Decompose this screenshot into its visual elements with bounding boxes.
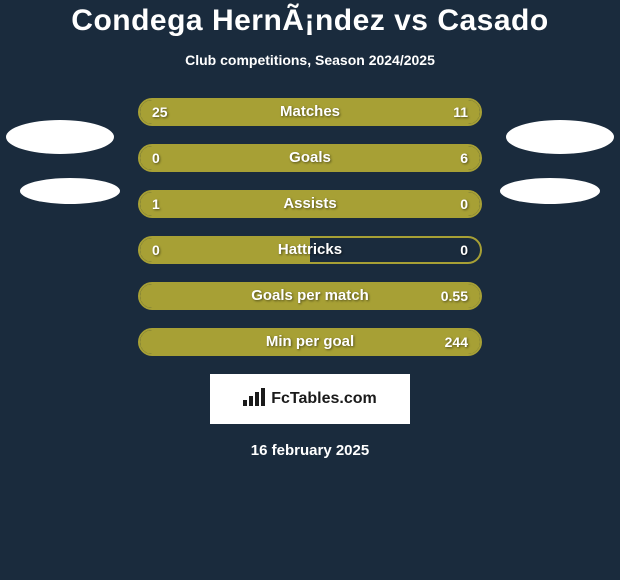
main-container: Condega HernÃ¡ndez vs Casado Club compet…: [0, 0, 620, 580]
stat-row-goals: 0 Goals 6: [138, 144, 482, 172]
stat-row-goals-per-match: Goals per match 0.55: [138, 282, 482, 310]
date-text: 16 february 2025: [0, 442, 620, 459]
stat-value-right: 0: [460, 236, 468, 264]
page-subtitle: Club competitions, Season 2024/2025: [0, 52, 620, 68]
stat-label: Assists: [138, 190, 482, 218]
stat-label: Hattricks: [138, 236, 482, 264]
brand-text: FcTables.com: [271, 390, 377, 408]
stat-value-right: 11: [453, 98, 468, 126]
stats-area: 25 Matches 11 0 Goals 6 1 Assists 0: [0, 98, 620, 356]
stat-row-assists: 1 Assists 0: [138, 190, 482, 218]
stat-label: Min per goal: [138, 328, 482, 356]
stat-row-min-per-goal: Min per goal 244: [138, 328, 482, 356]
stat-value-right: 0.55: [441, 282, 468, 310]
stat-label: Goals: [138, 144, 482, 172]
brand-box[interactable]: FcTables.com: [210, 374, 410, 424]
stat-value-right: 6: [460, 144, 468, 172]
stat-value-right: 244: [445, 328, 468, 356]
page-title: Condega HernÃ¡ndez vs Casado: [0, 0, 620, 38]
stat-value-right: 0: [460, 190, 468, 218]
stat-label: Matches: [138, 98, 482, 126]
stat-label: Goals per match: [138, 282, 482, 310]
stat-row-matches: 25 Matches 11: [138, 98, 482, 126]
stat-row-hattricks: 0 Hattricks 0: [138, 236, 482, 264]
chart-icon: [243, 388, 265, 411]
